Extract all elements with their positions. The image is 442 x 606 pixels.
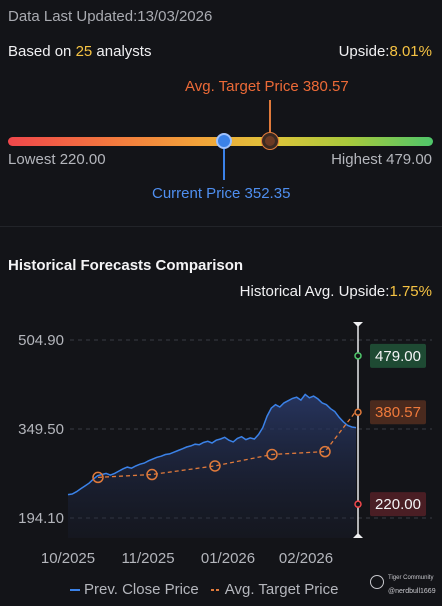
crosshair-top-icon [353,322,363,327]
current-price-marker[interactable] [216,133,232,149]
x-tick-label: 02/2026 [279,550,333,567]
watermark: Tiger Community @nerdbull1669 [370,573,440,601]
upside-value: 8.01% [389,43,432,60]
historical-upside-text: Historical Avg. Upside:1.75% [240,283,432,300]
chart-legend: Prev. Close Price Avg. Target Price [70,581,338,598]
avg-target-label: Avg. Target Price 380.57 [185,78,349,95]
historical-upside-value: 1.75% [389,283,432,300]
crosshair-bottom-icon [353,533,363,538]
based-prefix: Based on [8,43,76,60]
current-price-stem [223,149,225,180]
based-suffix: analysts [92,43,152,60]
marker-value: 380.57 [375,404,421,421]
y-tick-label: 349.50 [18,421,64,438]
avg-target-marker[interactable] [262,133,278,149]
tiger-logo-icon [370,575,384,589]
marker-dot [354,352,362,360]
target-point[interactable] [146,468,158,481]
current-price-label: Current Price 352.35 [152,185,291,202]
legend-target-label: Avg. Target Price [224,581,339,598]
close-price-line [67,393,357,496]
analyst-count-text: Based on 25 analysts [8,43,151,60]
upside-text: Upside:8.01% [339,43,432,60]
marker-badge [370,343,426,368]
x-tick-label: 11/2025 [121,550,174,567]
historical-upside-label: Historical Avg. Upside: [239,283,390,300]
avg-target-stem [269,100,271,134]
data-updated-text: Data Last Updated:13/03/2026 [8,8,213,25]
watermark-user: @nerdbull1669 [388,588,436,595]
lowest-price-label: Lowest 220.00 [8,151,106,168]
analyst-count: 25 [75,43,93,60]
target-point[interactable] [266,448,278,461]
legend-close-label: Prev. Close Price [84,581,199,598]
watermark-brand: Tiger Community [388,575,434,581]
target-point[interactable] [209,460,221,472]
legend-target-swatch [210,588,221,591]
target-point[interactable] [92,471,104,484]
marker-value: 479.00 [375,348,421,365]
marker-dot [354,408,362,416]
section-divider [0,226,442,227]
historical-forecast-chart[interactable]: 504.90 349.50 194.10 10/2025 11/2025 01/2026… [0,310,442,580]
marker-dot [354,500,362,508]
legend-target[interactable]: Avg. Target Price [210,581,339,598]
legend-close[interactable]: Prev. Close Price [70,581,199,598]
legend-close-swatch [70,588,80,591]
target-price-line [97,410,357,479]
y-tick-label: 194.10 [18,510,64,527]
highest-price-label: Highest 479.00 [331,151,432,168]
marker-badge [370,492,426,517]
upside-label: Upside: [338,43,390,60]
x-tick-label: 01/2026 [201,550,255,567]
marker-value: 220.00 [375,496,421,513]
x-tick-label: 10/2025 [41,550,95,567]
historical-title: Historical Forecasts Comparison [8,257,244,274]
y-tick-label: 504.90 [18,332,64,349]
target-point[interactable] [319,445,331,458]
marker-badge [370,400,426,425]
